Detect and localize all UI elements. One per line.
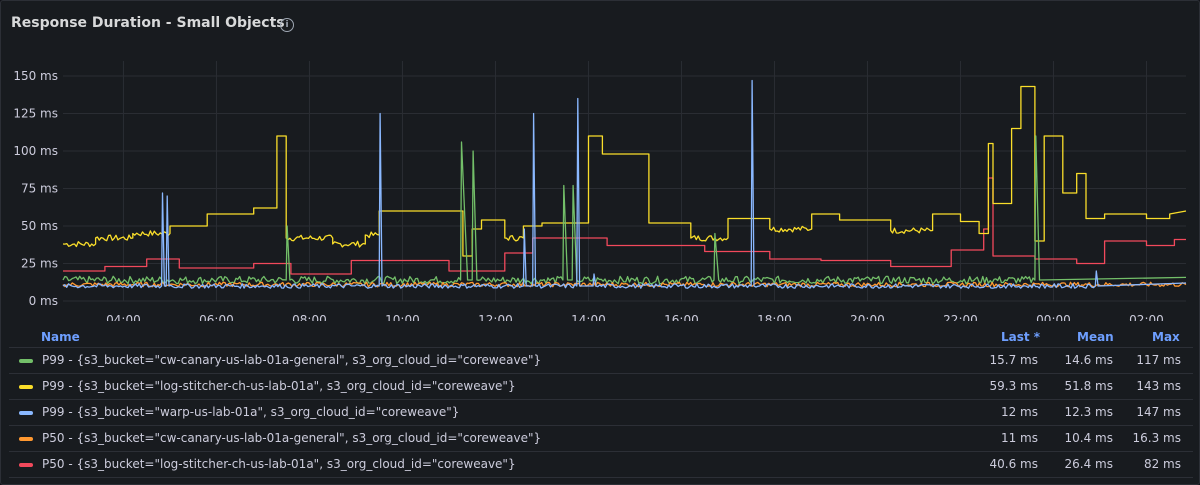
x-tick-label: 16:00 (664, 313, 699, 321)
y-axis: 0 ms 25 ms 50 ms 75 ms 100 ms 125 ms 150 ms (13, 69, 58, 308)
legend-max-value: 117 ms (1136, 353, 1181, 367)
y-tick-label: 100 ms (13, 144, 58, 158)
legend-row[interactable]: P99 - {s3_bucket="warp-us-lab-01a", s3_o… (9, 400, 1193, 426)
line-chart: 0 ms 25 ms 50 ms 75 ms 100 ms 125 ms 150 ms 04… (13, 61, 1187, 321)
legend-mean-value: 10.4 ms (1064, 431, 1113, 445)
x-tick-label: 20:00 (850, 313, 885, 321)
y-tick-label: 0 ms (29, 294, 58, 308)
legend-swatch (19, 385, 33, 389)
x-tick-label: 12:00 (478, 313, 513, 321)
x-tick-label: 18:00 (757, 313, 792, 321)
legend-swatch (19, 437, 33, 441)
legend-header: Name Last * Mean Max (9, 327, 1193, 348)
legend-row[interactable]: P50 - {s3_bucket="cw-canary-us-lab-01a-g… (9, 426, 1193, 452)
legend-last-value: 11 ms (1000, 431, 1038, 445)
x-tick-label: 22:00 (943, 313, 978, 321)
y-tick-label: 150 ms (13, 69, 58, 83)
legend-swatch (19, 463, 33, 467)
legend-series-name[interactable]: P99 - {s3_bucket="warp-us-lab-01a", s3_o… (42, 405, 460, 419)
legend-last-value: 12 ms (1000, 405, 1038, 419)
x-tick-label: 06:00 (199, 313, 234, 321)
legend-mean-value: 12.3 ms (1064, 405, 1113, 419)
legend-row[interactable]: P50 - {s3_bucket="log-stitcher-ch-us-lab… (9, 452, 1193, 478)
x-axis: 04:00 06:00 08:00 10:00 12:00 14:00 16:00 18:00… (106, 313, 1164, 321)
chart-grid (63, 61, 1186, 302)
y-tick-label: 25 ms (21, 257, 58, 271)
y-tick-label: 75 ms (21, 182, 58, 196)
x-tick-label: 14:00 (571, 313, 606, 321)
legend-series-name[interactable]: P50 - {s3_bucket="cw-canary-us-lab-01a-g… (42, 431, 542, 445)
y-tick-label: 50 ms (21, 219, 58, 233)
legend-last-value: 15.7 ms (989, 353, 1038, 367)
x-tick-label: 04:00 (106, 313, 141, 321)
series-line (63, 177, 1186, 275)
x-tick-label: 02:00 (1129, 313, 1164, 321)
legend-header-last[interactable]: Last * (1001, 330, 1041, 344)
x-tick-label: 00:00 (1036, 313, 1071, 321)
legend-max-value: 82 ms (1143, 457, 1181, 471)
series-line (62, 135, 1187, 285)
x-tick-label: 08:00 (292, 313, 327, 321)
legend-row[interactable]: P99 - {s3_bucket="log-stitcher-ch-us-lab… (9, 374, 1193, 400)
x-tick-label: 10:00 (385, 313, 420, 321)
series-line (62, 85, 1187, 257)
legend-series-name[interactable]: P99 - {s3_bucket="cw-canary-us-lab-01a-g… (42, 353, 542, 367)
legend-header-mean[interactable]: Mean (1077, 330, 1114, 344)
legend-swatch (19, 411, 33, 415)
legend-header-name[interactable]: Name (41, 330, 80, 344)
legend-max-value: 143 ms (1136, 379, 1181, 393)
panel-title: Response Duration - Small Objects (11, 15, 285, 31)
series-line (62, 79, 1187, 289)
legend-table: Name Last * Mean Max P99 - {s3_bucket="c… (9, 327, 1193, 478)
legend-mean-value: 51.8 ms (1064, 379, 1113, 393)
y-tick-label: 125 ms (13, 107, 58, 121)
legend-header-max[interactable]: Max (1152, 330, 1180, 344)
legend-last-value: 59.3 ms (989, 379, 1038, 393)
legend-last-value: 40.6 ms (989, 457, 1038, 471)
legend-series-name[interactable]: P99 - {s3_bucket="log-stitcher-ch-us-lab… (42, 379, 516, 393)
series-lines (62, 79, 1187, 289)
info-circle-icon[interactable]: i (280, 18, 294, 32)
legend-mean-value: 14.6 ms (1064, 353, 1113, 367)
legend-row[interactable]: P99 - {s3_bucket="cw-canary-us-lab-01a-g… (9, 348, 1193, 374)
legend-series-name[interactable]: P50 - {s3_bucket="log-stitcher-ch-us-lab… (42, 457, 516, 471)
legend-mean-value: 26.4 ms (1064, 457, 1113, 471)
legend-swatch (19, 359, 33, 363)
legend-max-value: 16.3 ms (1132, 431, 1181, 445)
legend-max-value: 147 ms (1136, 405, 1181, 419)
